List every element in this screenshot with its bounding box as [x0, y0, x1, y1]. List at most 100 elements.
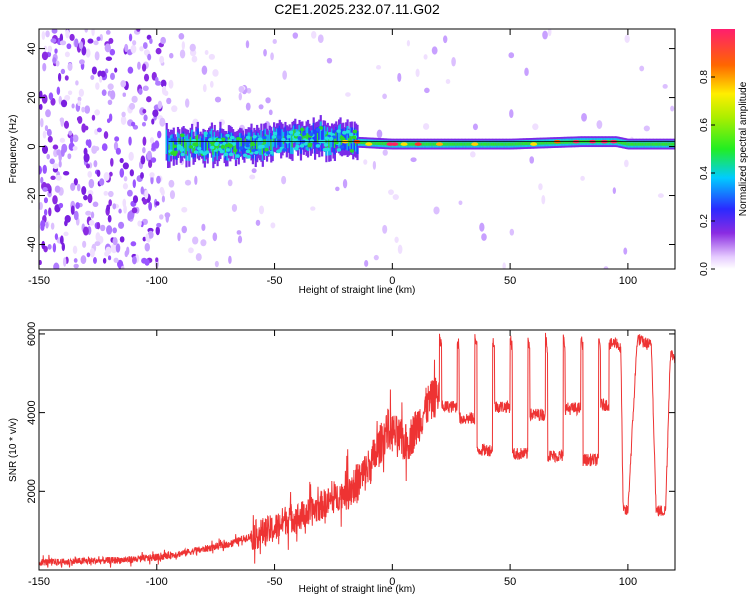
noise-blob: [345, 92, 351, 97]
noise-blob: [317, 34, 324, 44]
noise-blob: [131, 207, 138, 214]
noise-blob: [42, 164, 47, 174]
spectrogram-xtick-label: -50: [267, 275, 283, 287]
ridge-core: [489, 142, 492, 146]
noise-blob: [80, 255, 87, 265]
ridge-blob: [276, 149, 281, 154]
ridge-core: [183, 138, 187, 148]
colorbar-tick-label: 0.6: [699, 118, 710, 132]
noise-blob: [52, 144, 59, 150]
ridge-blob: [210, 145, 215, 150]
ridge-inner: [280, 128, 283, 153]
ridge-core: [545, 141, 548, 145]
noise-blob: [129, 102, 136, 110]
noise-blob: [56, 86, 61, 96]
noise-blob: [120, 115, 127, 125]
noise-blob: [142, 147, 146, 154]
spectrogram-ticks: -150 -100 -50 0 50 100 -40 -20 0 20 40: [26, 29, 675, 287]
noise-blob: [195, 253, 202, 262]
ridge-blob: [307, 143, 312, 148]
noise-blob: [169, 190, 176, 200]
noise-blob: [132, 179, 136, 189]
ridge-blob: [348, 132, 354, 137]
noise-blob: [292, 32, 299, 39]
ridge-blob: [214, 142, 219, 147]
noise-blob: [108, 199, 112, 207]
noise-blob: [538, 183, 543, 191]
ridge-core: [446, 142, 450, 146]
ridge-hotspot: [391, 142, 399, 146]
ridge-core: [195, 136, 198, 145]
noise-blob: [77, 100, 82, 107]
ridge-blob: [336, 148, 342, 152]
noise-blob: [88, 178, 95, 189]
colorbar-tick-label: 0.0: [699, 262, 710, 276]
ridge-core: [196, 134, 199, 146]
noise-blob: [97, 70, 103, 78]
noise-blob: [96, 127, 102, 133]
noise-blob: [106, 204, 111, 212]
noise-blob: [149, 38, 153, 45]
ridge-inner: [323, 126, 327, 147]
noise-blob: [156, 175, 161, 184]
ridge-inner: [274, 131, 277, 148]
noise-blob: [281, 175, 287, 185]
ridge-core: [422, 142, 426, 146]
ridge-blob: [258, 145, 263, 149]
ridge-core: [459, 142, 462, 146]
noise-blob: [70, 135, 74, 145]
ridge-inner: [236, 135, 239, 155]
noise-blob: [81, 106, 86, 113]
noise-blob: [268, 109, 273, 116]
noise-blob: [40, 220, 46, 229]
noise-blob: [326, 57, 333, 64]
noise-blob: [149, 172, 155, 178]
noise-blob: [96, 169, 101, 177]
ridge-core: [398, 142, 401, 146]
ridge-inner: [267, 134, 270, 153]
noise-blob: [258, 104, 264, 110]
noise-blob: [122, 183, 128, 190]
noise-blob: [120, 265, 125, 269]
ridge-blob: [245, 149, 251, 154]
ridge-blob: [203, 131, 208, 136]
noise-blob: [71, 103, 75, 109]
noise-blob: [245, 102, 251, 111]
colorbar-tick-label: 0.4: [699, 166, 710, 180]
snr-ytick-label: 6000: [26, 322, 38, 346]
ridge-core: [643, 142, 646, 146]
ridge-blob: [251, 142, 256, 147]
noise-blob: [85, 139, 90, 146]
ridge-blob: [229, 135, 235, 140]
noise-blob: [43, 197, 48, 204]
ridge-core: [264, 134, 267, 145]
colorbar-tick-label: 0.2: [699, 214, 710, 228]
noise-blob: [128, 33, 133, 42]
noise-blob: [157, 130, 162, 139]
noise-blob: [107, 83, 114, 90]
ridge-blob: [282, 148, 287, 152]
ridge-inner: [319, 121, 322, 146]
noise-blob: [94, 51, 100, 61]
ridge-blob: [245, 135, 251, 140]
ridge-core: [564, 140, 567, 144]
ridge-core: [380, 141, 383, 146]
ridge-core: [552, 140, 556, 145]
noise-blob: [42, 187, 48, 192]
snr-xtick-label: 100: [619, 576, 637, 588]
ridge-core: [217, 141, 221, 151]
ridge-core: [622, 141, 625, 145]
ridge-core: [542, 141, 546, 145]
noise-blob: [74, 38, 79, 48]
noise-blob: [108, 37, 114, 44]
noise-blob: [130, 241, 137, 247]
ridge-core: [189, 136, 192, 145]
ridge-blob: [339, 145, 345, 149]
ridge-inner: [165, 129, 168, 155]
ridge-core: [497, 142, 500, 146]
noise-blob: [113, 141, 119, 151]
noise-blob: [102, 257, 107, 264]
ridge-inner: [329, 132, 332, 156]
ridge-blob: [264, 147, 269, 152]
noise-blob: [163, 90, 169, 97]
